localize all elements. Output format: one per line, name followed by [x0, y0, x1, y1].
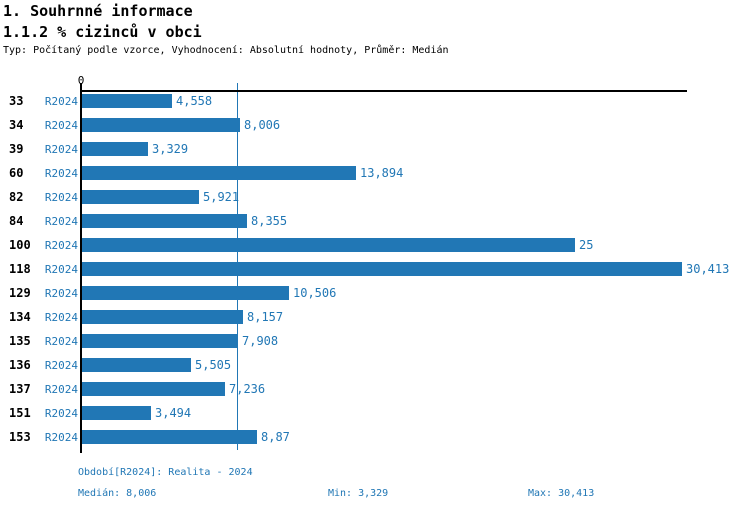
row-category-label: 100	[9, 238, 31, 252]
bar-row: 34 R2024 8,006	[0, 118, 750, 132]
footer-period: Období[R2024]: Realita - 2024	[78, 467, 253, 478]
report-section-title: 1. Souhrnné informace	[3, 2, 193, 20]
bar	[82, 286, 289, 300]
row-series-label: R2024	[44, 383, 78, 396]
bar-row: 137 R2024 7,236	[0, 382, 750, 396]
row-series-label: R2024	[44, 119, 78, 132]
bar-row: 82 R2024 5,921	[0, 190, 750, 204]
row-category-label: 134	[9, 310, 31, 324]
bar-value-label: 10,506	[293, 286, 337, 300]
bar-value-label: 7,908	[242, 334, 279, 348]
bar-row: 135 R2024 7,908	[0, 334, 750, 348]
row-category-label: 39	[9, 142, 24, 156]
bar	[82, 406, 151, 420]
row-series-label: R2024	[44, 191, 78, 204]
row-category-label: 153	[9, 430, 31, 444]
footer-max-stat: Max: 30,413	[528, 488, 595, 499]
row-series-label: R2024	[44, 311, 78, 324]
bar-row: 100 R2024 25	[0, 238, 750, 252]
bar	[82, 382, 225, 396]
row-series-label: R2024	[44, 95, 78, 108]
bar-value-label: 30,413	[686, 262, 730, 276]
bar-value-label: 8,157	[247, 310, 284, 324]
bar	[82, 142, 148, 156]
row-category-label: 33	[9, 94, 24, 108]
bar	[82, 358, 191, 372]
bar	[82, 334, 238, 348]
bar	[82, 238, 575, 252]
row-category-label: 129	[9, 286, 31, 300]
bar-value-label: 5,505	[195, 358, 232, 372]
footer-median-stat: Medián: 8,006	[78, 488, 157, 499]
bar-value-label: 13,894	[360, 166, 404, 180]
bar-value-label: 4,558	[176, 94, 213, 108]
bar-value-label: 3,329	[152, 142, 189, 156]
row-series-label: R2024	[44, 287, 78, 300]
bar-row: 134 R2024 8,157	[0, 310, 750, 324]
row-series-label: R2024	[44, 263, 78, 276]
row-series-label: R2024	[44, 167, 78, 180]
row-series-label: R2024	[44, 215, 78, 228]
bar-row: 136 R2024 5,505	[0, 358, 750, 372]
bar-row: 39 R2024 3,329	[0, 142, 750, 156]
row-category-label: 84	[9, 214, 24, 228]
chart-title: 1.1.2 % cizinců v obci	[3, 23, 202, 41]
bar-value-label: 8,006	[244, 118, 281, 132]
row-category-label: 82	[9, 190, 24, 204]
row-series-label: R2024	[44, 143, 78, 156]
bar	[82, 166, 356, 180]
bar	[82, 262, 682, 276]
bar-value-label: 3,494	[155, 406, 192, 420]
bar-value-label: 5,921	[203, 190, 240, 204]
bar-row: 151 R2024 3,494	[0, 406, 750, 420]
row-category-label: 137	[9, 382, 31, 396]
bar-row: 153 R2024 8,87	[0, 430, 750, 444]
row-series-label: R2024	[44, 359, 78, 372]
bar-value-label: 25	[579, 238, 594, 252]
bar-value-label: 8,87	[261, 430, 290, 444]
bar-row: 33 R2024 4,558	[0, 94, 750, 108]
bar	[82, 190, 199, 204]
bar-row: 129 R2024 10,506	[0, 286, 750, 300]
row-category-label: 60	[9, 166, 24, 180]
bar	[82, 118, 240, 132]
row-category-label: 34	[9, 118, 24, 132]
row-category-label: 151	[9, 406, 31, 420]
row-series-label: R2024	[44, 239, 78, 252]
row-category-label: 135	[9, 334, 31, 348]
bar-value-label: 7,236	[229, 382, 266, 396]
bar	[82, 94, 172, 108]
axis-zero-tick-label: 0	[77, 74, 85, 87]
bar	[82, 214, 247, 228]
row-series-label: R2024	[44, 431, 78, 444]
bar-row: 84 R2024 8,355	[0, 214, 750, 228]
y-axis-line	[80, 83, 82, 453]
bar-row: 118 R2024 30,413	[0, 262, 750, 276]
bar	[82, 430, 257, 444]
bar-row: 60 R2024 13,894	[0, 166, 750, 180]
row-category-label: 136	[9, 358, 31, 372]
x-axis-line	[81, 90, 687, 92]
footer-min-stat: Min: 3,329	[328, 488, 389, 499]
row-series-label: R2024	[44, 407, 78, 420]
chart-subtitle: Typ: Počítaný podle vzorce, Vyhodnocení:…	[3, 45, 449, 56]
bar-value-label: 8,355	[251, 214, 288, 228]
row-category-label: 118	[9, 262, 31, 276]
row-series-label: R2024	[44, 335, 78, 348]
bar	[82, 310, 243, 324]
